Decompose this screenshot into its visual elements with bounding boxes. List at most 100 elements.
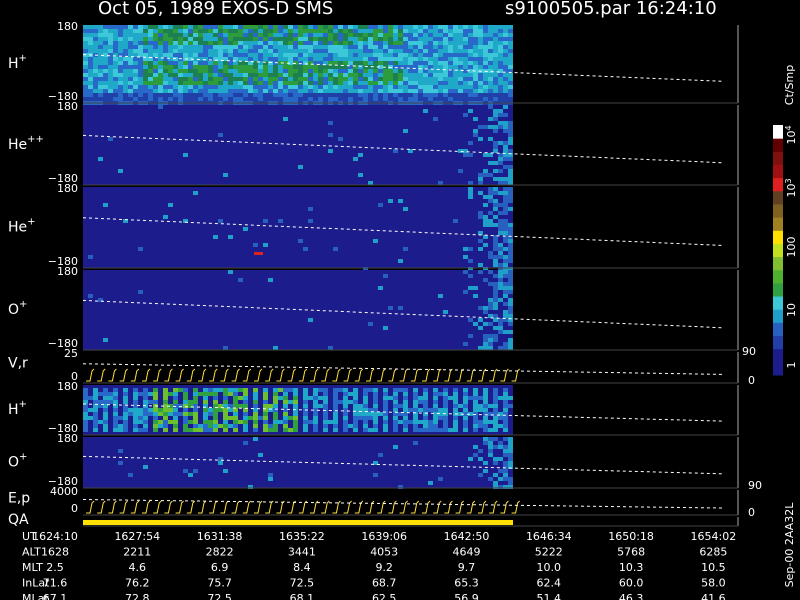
texture-cell <box>173 29 178 33</box>
texture-cell <box>333 408 338 412</box>
texture-cell <box>423 404 428 408</box>
texture-cell <box>163 420 168 424</box>
texture-cell <box>473 412 478 416</box>
texture-cell <box>153 408 158 412</box>
texture-cell <box>498 49 503 53</box>
texture-cell <box>423 77 428 81</box>
texture-cell <box>413 65 418 69</box>
texture-cell <box>263 29 268 33</box>
texture-cell <box>478 53 483 57</box>
texture-cell <box>453 93 458 97</box>
texture-cell <box>153 420 158 424</box>
texture-cell <box>373 61 378 65</box>
texture-cell <box>88 29 93 33</box>
texture-cell <box>103 420 108 424</box>
texture-cell <box>503 81 508 85</box>
texture-cell <box>403 424 408 428</box>
texture-cell <box>268 41 273 45</box>
texture-cell <box>98 73 103 77</box>
texture-cell <box>508 449 513 453</box>
texture-cell <box>418 81 423 85</box>
texture-cell <box>163 53 168 57</box>
texture-cell <box>398 93 403 97</box>
texture-cell <box>448 97 453 101</box>
texture-cell <box>103 392 108 396</box>
texture-cell <box>508 37 513 41</box>
texture-cell <box>228 424 233 428</box>
texture-cell <box>268 97 273 101</box>
texture-cell <box>473 416 478 420</box>
texture-cell <box>148 89 153 93</box>
texture-cell <box>418 77 423 81</box>
texture-cell <box>173 89 178 93</box>
texture-cell <box>338 69 343 73</box>
texture-cell <box>278 89 283 93</box>
texture-cell <box>113 396 118 400</box>
table-cell: 65.3 <box>454 577 479 590</box>
texture-cell <box>223 416 228 420</box>
texture-cell <box>318 41 323 45</box>
texture-cell <box>368 45 373 49</box>
texture-cell <box>483 310 488 314</box>
texture-cell <box>498 286 503 290</box>
texture-cell <box>133 69 138 73</box>
texture-cell <box>233 81 238 85</box>
texture-cell <box>463 33 468 37</box>
texture-cell <box>168 49 173 53</box>
texture-cell <box>108 33 113 37</box>
tick-label: −180 <box>48 255 78 268</box>
panel-label-sup: + <box>19 53 27 64</box>
texture-cell <box>503 25 508 29</box>
texture-cell <box>83 25 88 29</box>
texture-cell <box>118 65 123 69</box>
table-cell: 1628 <box>41 546 69 559</box>
texture-cell <box>203 41 208 45</box>
texture-cell <box>393 93 398 97</box>
texture-cell <box>143 392 148 396</box>
texture-cell <box>393 149 398 153</box>
texture-cell <box>233 69 238 73</box>
texture-cell <box>208 85 213 89</box>
texture-cell <box>233 85 238 89</box>
texture-cell <box>463 396 468 400</box>
texture-cell <box>143 53 148 57</box>
texture-cell <box>253 404 258 408</box>
panel-label-text: He <box>8 220 27 236</box>
texture-cell <box>373 392 378 396</box>
texture-cell <box>483 25 488 29</box>
panel-background <box>83 437 513 488</box>
texture-cell <box>283 45 288 49</box>
texture-cell <box>258 33 263 37</box>
texture-cell <box>483 45 488 49</box>
texture-cell <box>388 41 393 45</box>
texture-cell <box>488 342 493 346</box>
texture-cell <box>103 29 108 33</box>
texture-cell <box>168 25 173 29</box>
texture-cell <box>348 33 353 37</box>
texture-cell <box>178 69 183 73</box>
texture-cell <box>183 85 188 89</box>
texture-cell <box>158 41 163 45</box>
texture-cell <box>483 420 488 424</box>
texture-cell <box>238 388 243 392</box>
texture-cell <box>443 29 448 33</box>
texture-cell <box>113 85 118 89</box>
texture-cell <box>483 49 488 53</box>
texture-cell <box>178 33 183 37</box>
texture-cell <box>188 69 193 73</box>
texture-cell <box>258 73 263 77</box>
texture-cell <box>153 428 158 432</box>
texture-cell <box>258 416 263 420</box>
texture-cell <box>438 181 443 185</box>
texture-cell <box>143 428 148 432</box>
texture-cell <box>333 388 338 392</box>
texture-cell <box>408 65 413 69</box>
texture-cell <box>398 420 403 424</box>
texture-cell <box>118 29 123 33</box>
dashed-trace <box>82 455 724 475</box>
texture-cell <box>253 89 258 93</box>
texture-cell <box>453 37 458 41</box>
texture-cell <box>188 89 193 93</box>
texture-cell <box>488 255 493 259</box>
texture-cell <box>188 41 193 45</box>
